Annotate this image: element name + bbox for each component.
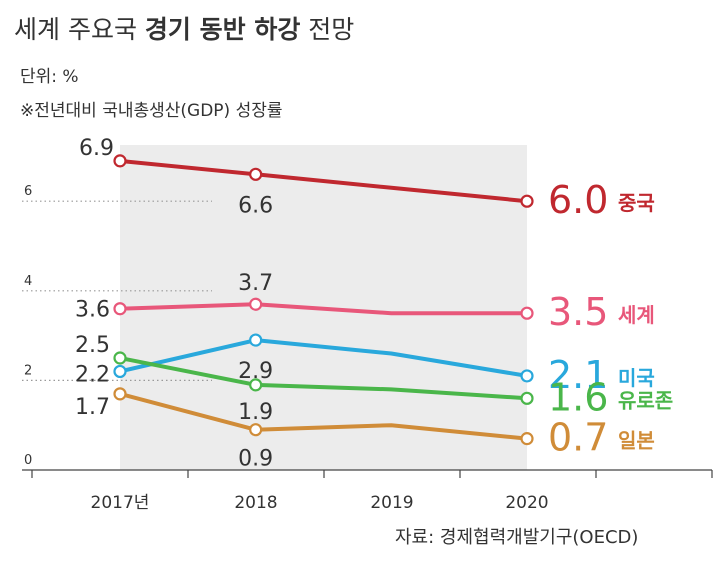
data-label: 3.7 bbox=[238, 271, 273, 296]
data-point bbox=[113, 154, 127, 168]
data-label: 0.9 bbox=[238, 447, 273, 472]
series-name-label: 미국 bbox=[618, 366, 655, 390]
series-line bbox=[118, 302, 529, 316]
series-line bbox=[118, 338, 529, 378]
end-value-label: 1.6 bbox=[548, 375, 608, 419]
data-label: 6.6 bbox=[238, 193, 273, 218]
end-value-label: 3.5 bbox=[548, 290, 608, 334]
data-point bbox=[520, 391, 534, 405]
data-point bbox=[249, 423, 263, 437]
data-point bbox=[520, 194, 534, 208]
series-line bbox=[118, 158, 529, 204]
chart-labels: 6.9 6.6 6.0 중국 3.6 3.7 3.5 세계 2.2 2.9 2.1 미국 2.5 1.9 1… bbox=[75, 136, 673, 472]
end-value-label: 6.0 bbox=[548, 178, 608, 222]
series-name-label: 세계 bbox=[618, 303, 655, 327]
data-point bbox=[249, 378, 263, 392]
chart-series bbox=[113, 154, 534, 446]
data-point bbox=[249, 297, 263, 311]
note-label: ※전년대비 국내총생산(GDP) 성장률 bbox=[20, 101, 283, 121]
chart-title: 세계 주요국 경기 동반 하강 전망 bbox=[14, 15, 355, 44]
chart-axes: 0 2 4 6 2017년 2018 2019 2020 bbox=[22, 184, 713, 513]
source-label: 자료: 경제협력개발기구(OECD) bbox=[395, 527, 639, 548]
data-label: 2.5 bbox=[75, 333, 110, 358]
end-value-label: 2.1 bbox=[548, 353, 608, 397]
data-label: 3.6 bbox=[75, 298, 110, 323]
chart-gridlines bbox=[22, 200, 212, 381]
data-label: 1.9 bbox=[238, 400, 273, 425]
data-point bbox=[113, 351, 127, 365]
data-point bbox=[113, 364, 127, 379]
series-name-label: 유로존 bbox=[618, 388, 673, 412]
data-label: 6.9 bbox=[79, 136, 114, 161]
x-tick-label: 2019 bbox=[370, 493, 413, 513]
y-tick-label: 0 bbox=[24, 453, 32, 468]
data-point bbox=[520, 306, 534, 320]
x-tick-label: 2020 bbox=[505, 493, 548, 513]
series-name-label: 일본 bbox=[618, 429, 655, 453]
x-tick-label: 2018 bbox=[234, 493, 277, 513]
data-point bbox=[520, 369, 534, 383]
data-point bbox=[249, 167, 263, 181]
x-tick-label: 2017년 bbox=[91, 493, 150, 513]
unit-label: 단위: % bbox=[20, 67, 79, 87]
data-label: 2.2 bbox=[75, 362, 110, 387]
end-value-label: 0.7 bbox=[548, 416, 608, 460]
data-label: 1.7 bbox=[75, 395, 110, 420]
data-label: 2.9 bbox=[238, 359, 273, 384]
series-line bbox=[118, 391, 529, 441]
data-point bbox=[113, 387, 127, 401]
y-tick-label: 2 bbox=[24, 363, 32, 378]
data-point bbox=[520, 432, 534, 446]
y-tick-label: 6 bbox=[24, 184, 32, 199]
data-point bbox=[249, 333, 263, 347]
y-tick-label: 4 bbox=[24, 274, 32, 289]
data-point bbox=[113, 302, 127, 316]
series-line bbox=[118, 356, 529, 401]
series-name-label: 중국 bbox=[618, 191, 655, 215]
